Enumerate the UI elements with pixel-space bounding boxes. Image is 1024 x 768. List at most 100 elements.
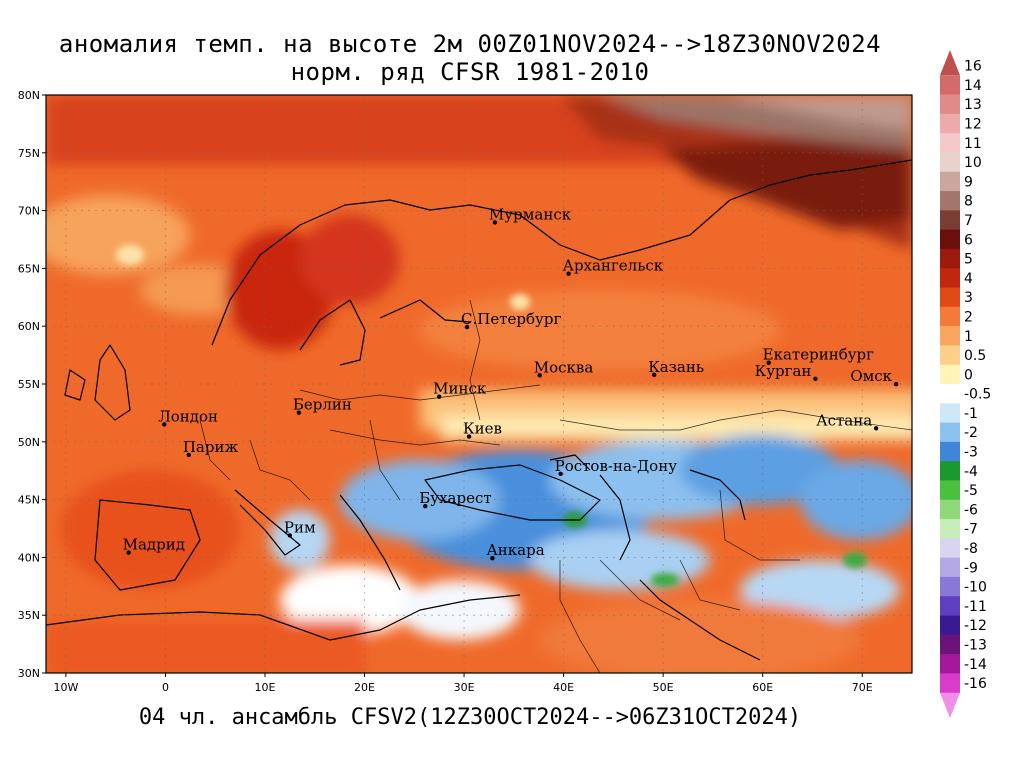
colorbar-swatch xyxy=(940,133,960,153)
colorbar-swatch xyxy=(940,422,960,443)
city-label: Киев xyxy=(463,420,502,438)
city-label: С.Петербург xyxy=(461,310,561,328)
colorbar-swatch xyxy=(940,326,960,346)
city-dot xyxy=(296,410,302,415)
lat-tick-label: 30N xyxy=(18,667,40,680)
city-dot xyxy=(423,503,428,509)
lat-tick-label: 80N xyxy=(18,89,40,102)
colorbar-swatch xyxy=(940,499,960,520)
city-dot xyxy=(813,376,818,381)
city-label: Рим xyxy=(284,518,316,536)
colorbar-label: -3 xyxy=(964,445,978,461)
colorbar-label: -16 xyxy=(964,676,987,692)
city-label: Мурманск xyxy=(489,206,572,224)
coastlines xyxy=(46,159,912,661)
city-label: Омск xyxy=(850,367,892,385)
lon-tick-label: 50E xyxy=(653,681,674,694)
colorbar-swatch xyxy=(940,634,960,655)
colorbar-swatch xyxy=(940,557,960,578)
colorbar-label: -12 xyxy=(964,618,987,634)
colorbar-swatch xyxy=(940,94,960,115)
colorbar-swatch xyxy=(940,191,960,211)
title-line-1: аномалия темп. на высоте 2м 00Z01NOV2024… xyxy=(58,30,882,58)
colorbar-swatch xyxy=(940,403,960,424)
colorbar-swatch xyxy=(940,480,960,501)
colorbar-label: -4 xyxy=(964,464,978,480)
colorbar-label: 8 xyxy=(964,194,973,210)
colorbar-swatch xyxy=(940,287,960,308)
city-dot xyxy=(287,533,293,538)
lat-tick-label: 75N xyxy=(18,147,40,160)
colorbar-swatch xyxy=(940,113,960,134)
city-dot xyxy=(558,471,563,477)
colorbar-label: 0 xyxy=(964,367,973,383)
colorbar-label: -8 xyxy=(964,541,978,557)
city-dot xyxy=(893,381,899,387)
colorbar-label: -9 xyxy=(964,560,978,576)
city-dot xyxy=(466,434,472,439)
city-label: Бухарест xyxy=(419,489,491,507)
ensemble-caption: 04 чл. ансамбль CFSV2(12Z30OCT2024-->06Z… xyxy=(138,705,802,730)
colorbar-label: 13 xyxy=(964,97,982,113)
colorbar-label: 11 xyxy=(964,136,982,152)
city-dot xyxy=(566,271,571,276)
lon-tick-label: 20E xyxy=(354,681,375,694)
colorbar-swatch xyxy=(940,576,960,597)
colorbar-label: 10 xyxy=(964,155,982,171)
colorbar-label: 2 xyxy=(964,309,973,325)
axis-ticks: 80N 75N 70N 65N 60N 55N 50N 45N 40N 35N 30N 10W 0 10E… xyxy=(18,89,873,694)
city-dot xyxy=(766,360,771,365)
colorbar-label: 3 xyxy=(964,290,973,306)
colorbar-swatch xyxy=(940,519,960,539)
lat-tick-label: 35N xyxy=(18,609,40,622)
lon-tick-label: 40E xyxy=(553,681,574,694)
colorbar-label: 14 xyxy=(964,78,982,94)
title-line-2: норм. ряд CFSR 1981-2010 xyxy=(290,58,650,86)
city-label: Ростов-на-Дону xyxy=(555,457,678,475)
colorbar-label: -0.5 xyxy=(964,387,991,403)
colorbar-label: 5 xyxy=(964,252,973,268)
city-label: Астана xyxy=(816,411,872,429)
lat-tick-label: 65N xyxy=(18,262,40,275)
lat-tick-label: 40N xyxy=(18,551,40,564)
colorbar-label: -7 xyxy=(964,522,978,538)
lon-tick-label: 10W xyxy=(53,681,78,694)
colorbar-swatch xyxy=(940,461,960,481)
city-label: Лондон xyxy=(158,407,218,425)
lat-tick-label: 45N xyxy=(18,494,40,507)
colorbar-label: 16 xyxy=(964,59,982,75)
colorbar-swatch xyxy=(940,654,960,674)
colorbar-swatch xyxy=(940,538,960,559)
city-dot xyxy=(126,550,131,555)
city-dot xyxy=(492,220,498,225)
city-label: Курган xyxy=(755,362,812,380)
lon-tick-label: 30E xyxy=(454,681,475,694)
anomaly-field xyxy=(46,95,912,673)
colorbar-swatch xyxy=(940,306,960,327)
colorbar-swatch xyxy=(940,441,960,462)
city-markers: Мурманск Архангельск С.Петербург Москва Каза… xyxy=(123,206,899,561)
lon-tick-label: 70E xyxy=(852,681,873,694)
city-dot xyxy=(490,556,495,561)
colorbar-label: -6 xyxy=(964,502,978,518)
city-dot xyxy=(162,422,167,427)
colorbar-swatch xyxy=(940,673,960,694)
colorbar-swatch xyxy=(940,229,960,250)
city-label: Берлин xyxy=(293,396,352,414)
colorbar-swatch xyxy=(940,210,960,231)
city-dot xyxy=(651,372,657,378)
lat-tick-label: 55N xyxy=(18,378,40,391)
colorbar-label: -1 xyxy=(964,406,978,422)
colorbar-label: -10 xyxy=(964,580,987,596)
city-label: Париж xyxy=(183,438,239,456)
city-label: Анкара xyxy=(486,541,544,559)
colorbar-label: 12 xyxy=(964,117,982,133)
colorbar-swatch xyxy=(940,268,960,289)
city-label: Казань xyxy=(648,358,704,376)
colorbar-label: 6 xyxy=(964,232,973,248)
city-dot xyxy=(186,452,192,458)
colorbar-label: 4 xyxy=(964,271,973,287)
colorbar-label: -11 xyxy=(964,599,987,615)
